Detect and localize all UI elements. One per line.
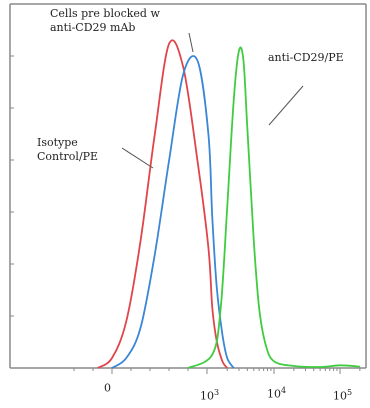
pointer-anti-cd29 — [268, 85, 304, 126]
annotation-cd29-blocked-line1: Cells pre blocked w — [50, 7, 160, 20]
x-tick-label-1000: 103 — [200, 388, 220, 403]
x-tick-label-10000: 104 — [267, 386, 287, 401]
series-isotype-control-line — [97, 39, 228, 369]
series-blocked-line — [111, 55, 235, 369]
x-tick-label-100000: 105 — [333, 388, 353, 403]
pointer-cd29-blocked — [188, 32, 194, 53]
annotation-isotype-line2: Control/PE — [37, 150, 99, 163]
annotation-isotype-line1: Isotype — [37, 136, 78, 149]
annotation-cd29-blocked-line2: anti-CD29 mAb — [50, 21, 136, 34]
pointer-isotype — [121, 147, 154, 169]
series-anti-cd29-line — [187, 46, 360, 369]
annotation-anti-cd29-line1: anti-CD29/PE — [268, 51, 344, 64]
x-tick-label-0: 0 — [104, 381, 111, 395]
